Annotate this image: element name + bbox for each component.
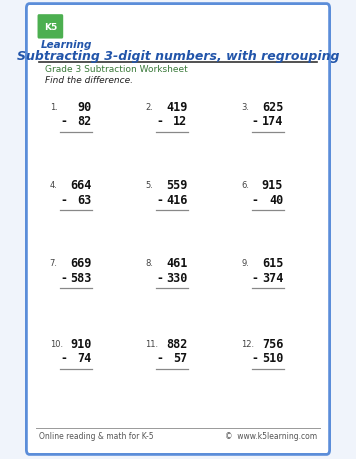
Text: 12.: 12. — [241, 339, 255, 348]
Text: 330: 330 — [166, 271, 187, 284]
Text: ©  www.k5learning.com: © www.k5learning.com — [225, 431, 317, 441]
Text: 374: 374 — [262, 271, 283, 284]
Text: Find the difference.: Find the difference. — [45, 75, 133, 84]
Text: -: - — [253, 115, 258, 128]
Text: 6.: 6. — [241, 180, 250, 190]
Text: 882: 882 — [166, 337, 187, 350]
Text: -: - — [61, 193, 66, 206]
Text: 7.: 7. — [49, 258, 58, 268]
Text: 615: 615 — [262, 257, 283, 269]
Text: -: - — [253, 193, 258, 206]
Text: -: - — [61, 352, 66, 364]
FancyBboxPatch shape — [37, 15, 63, 39]
Text: -: - — [157, 352, 162, 364]
Text: Learning: Learning — [40, 40, 92, 50]
Text: 756: 756 — [262, 337, 283, 350]
Text: 510: 510 — [262, 352, 283, 364]
Text: 4.: 4. — [49, 180, 57, 190]
Text: -: - — [253, 271, 258, 284]
Text: 63: 63 — [77, 193, 91, 206]
Text: -: - — [157, 193, 162, 206]
Text: K5: K5 — [44, 22, 57, 32]
Text: 10.: 10. — [49, 339, 63, 348]
Text: 419: 419 — [166, 101, 187, 113]
Text: 40: 40 — [269, 193, 283, 206]
Text: 915: 915 — [262, 179, 283, 191]
Text: 57: 57 — [173, 352, 187, 364]
Text: 74: 74 — [77, 352, 91, 364]
Text: -: - — [61, 115, 66, 128]
Text: 664: 664 — [70, 179, 91, 191]
Text: 583: 583 — [70, 271, 91, 284]
Text: 625: 625 — [262, 101, 283, 113]
Text: -: - — [157, 271, 162, 284]
Text: 461: 461 — [166, 257, 187, 269]
Text: 910: 910 — [70, 337, 91, 350]
Text: Online reading & math for K-5: Online reading & math for K-5 — [39, 431, 153, 441]
Text: Grade 3 Subtraction Worksheet: Grade 3 Subtraction Worksheet — [45, 64, 188, 73]
Text: 3.: 3. — [241, 102, 250, 112]
Text: 8.: 8. — [146, 258, 153, 268]
Text: 5.: 5. — [146, 180, 153, 190]
Text: 174: 174 — [262, 115, 283, 128]
Text: 90: 90 — [77, 101, 91, 113]
Text: 2.: 2. — [146, 102, 153, 112]
Text: 82: 82 — [77, 115, 91, 128]
Text: 559: 559 — [166, 179, 187, 191]
Text: 416: 416 — [166, 193, 187, 206]
Text: Subtracting 3-digit numbers, with regrouping: Subtracting 3-digit numbers, with regrou… — [17, 50, 339, 62]
Text: -: - — [61, 271, 66, 284]
Text: 11.: 11. — [146, 339, 159, 348]
Text: 12: 12 — [173, 115, 187, 128]
Text: 9.: 9. — [241, 258, 249, 268]
FancyBboxPatch shape — [26, 5, 330, 454]
Text: 669: 669 — [70, 257, 91, 269]
Text: -: - — [157, 115, 162, 128]
Text: 1.: 1. — [49, 102, 57, 112]
Text: -: - — [253, 352, 258, 364]
